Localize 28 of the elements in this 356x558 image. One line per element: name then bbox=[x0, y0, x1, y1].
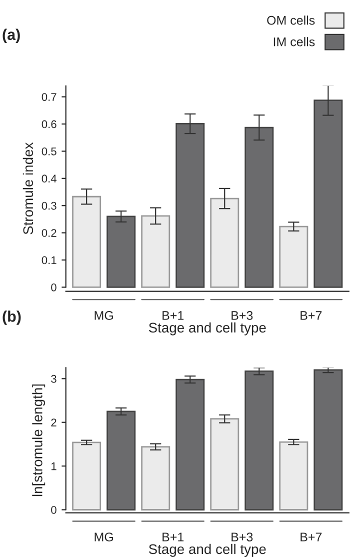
x-tick-label: MG bbox=[94, 532, 113, 542]
y-tick-label: 0.3 bbox=[42, 202, 56, 210]
x-tick-label: B+1 bbox=[162, 532, 184, 542]
legend-label: OM cells bbox=[267, 16, 315, 25]
y-tick-label: 0.7 bbox=[42, 93, 56, 101]
y-tick-label: 0.4 bbox=[42, 174, 57, 183]
x-tick-label: B+7 bbox=[300, 532, 322, 542]
x-axis-title: Stage and cell type bbox=[148, 322, 266, 336]
y-tick-label: 0.6 bbox=[42, 120, 56, 128]
chart-title: (b) bbox=[2, 310, 21, 325]
x-axis-title: Stage and cell type bbox=[148, 544, 266, 557]
y-tick-label: 1 bbox=[52, 462, 56, 470]
y-tick-label: 0.2 bbox=[42, 229, 56, 237]
y-tick-label: 0 bbox=[51, 283, 56, 292]
chart-title: (a) bbox=[2, 28, 20, 44]
y-tick-label: 0.5 bbox=[42, 147, 56, 156]
x-tick-label: B+7 bbox=[300, 311, 322, 320]
y-tick-label: 0.1 bbox=[42, 256, 56, 264]
y-axis-title: ln[stromule length] bbox=[32, 384, 46, 496]
legend-label: IM cells bbox=[274, 37, 315, 46]
x-tick-label: B+3 bbox=[232, 311, 253, 320]
y-tick-label: 0 bbox=[51, 506, 56, 514]
x-tick-label: B+3 bbox=[232, 532, 253, 542]
y-tick-label: 2 bbox=[51, 418, 56, 426]
y-axis-title: Stromule index bbox=[22, 142, 34, 234]
x-tick-label: MG bbox=[94, 311, 113, 320]
x-tick-label: B+1 bbox=[162, 311, 184, 320]
y-tick-label: 3 bbox=[51, 374, 56, 383]
